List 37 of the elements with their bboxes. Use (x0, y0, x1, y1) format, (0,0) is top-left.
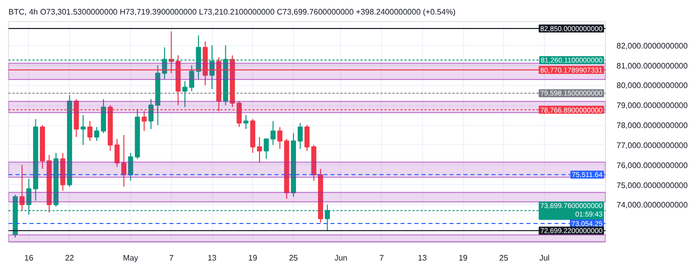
x-tick-label: May (123, 254, 138, 262)
x-tick-label: 7 (169, 254, 174, 262)
y-tick-label: 74,000.0000000000 (616, 200, 688, 210)
x-tick-label: 19 (458, 254, 468, 262)
candlestick (277, 126, 282, 150)
candlestick (94, 126, 100, 142)
x-tick-label: 16 (24, 254, 34, 262)
candlestick (121, 134, 126, 188)
candlestick (243, 114, 248, 130)
chart-title: BTC, 4h O73,301.5300000000 H73,719.3900000000 L73,210.2100000000 C73,699.7600000000 +398.2400000000 (+0.54%) (8, 8, 456, 16)
candlestick (87, 120, 92, 142)
x-tick-label: 7 (379, 254, 384, 262)
y-tick-label: 76,000.0000000000 (616, 160, 688, 170)
candlestick (142, 110, 147, 132)
y-tick-label: 79,000.0000000000 (616, 101, 688, 110)
candlestick (270, 120, 276, 146)
y-tick-label: 77,000.0000000000 (616, 140, 688, 150)
y-tick-label: 75,000.0000000000 (616, 180, 688, 190)
candlestick (80, 114, 86, 146)
y-tick-label: 80,000.0000000000 (616, 81, 688, 90)
x-tick-label: 25 (499, 254, 509, 262)
candlestick (148, 98, 154, 130)
candlestick (100, 98, 106, 134)
y-tick-label: 81,000.0000000000 (616, 61, 688, 70)
x-tick-label: 25 (288, 254, 298, 262)
x-tick-label: 22 (65, 254, 75, 262)
x-tick-label: 13 (208, 254, 218, 262)
x-tick-label: Jun (334, 254, 348, 262)
candlestick (20, 164, 25, 212)
x-tick-label: Jul (539, 254, 550, 262)
candlestick (128, 152, 134, 182)
y-tick-label: 82,000.0000000000 (616, 41, 688, 50)
x-tick-label: 19 (248, 254, 258, 262)
candlestick (264, 138, 269, 160)
y-tick-label: 78,000.0000000000 (616, 121, 688, 130)
candlestick (304, 124, 310, 152)
x-tick-label: 13 (418, 254, 428, 262)
